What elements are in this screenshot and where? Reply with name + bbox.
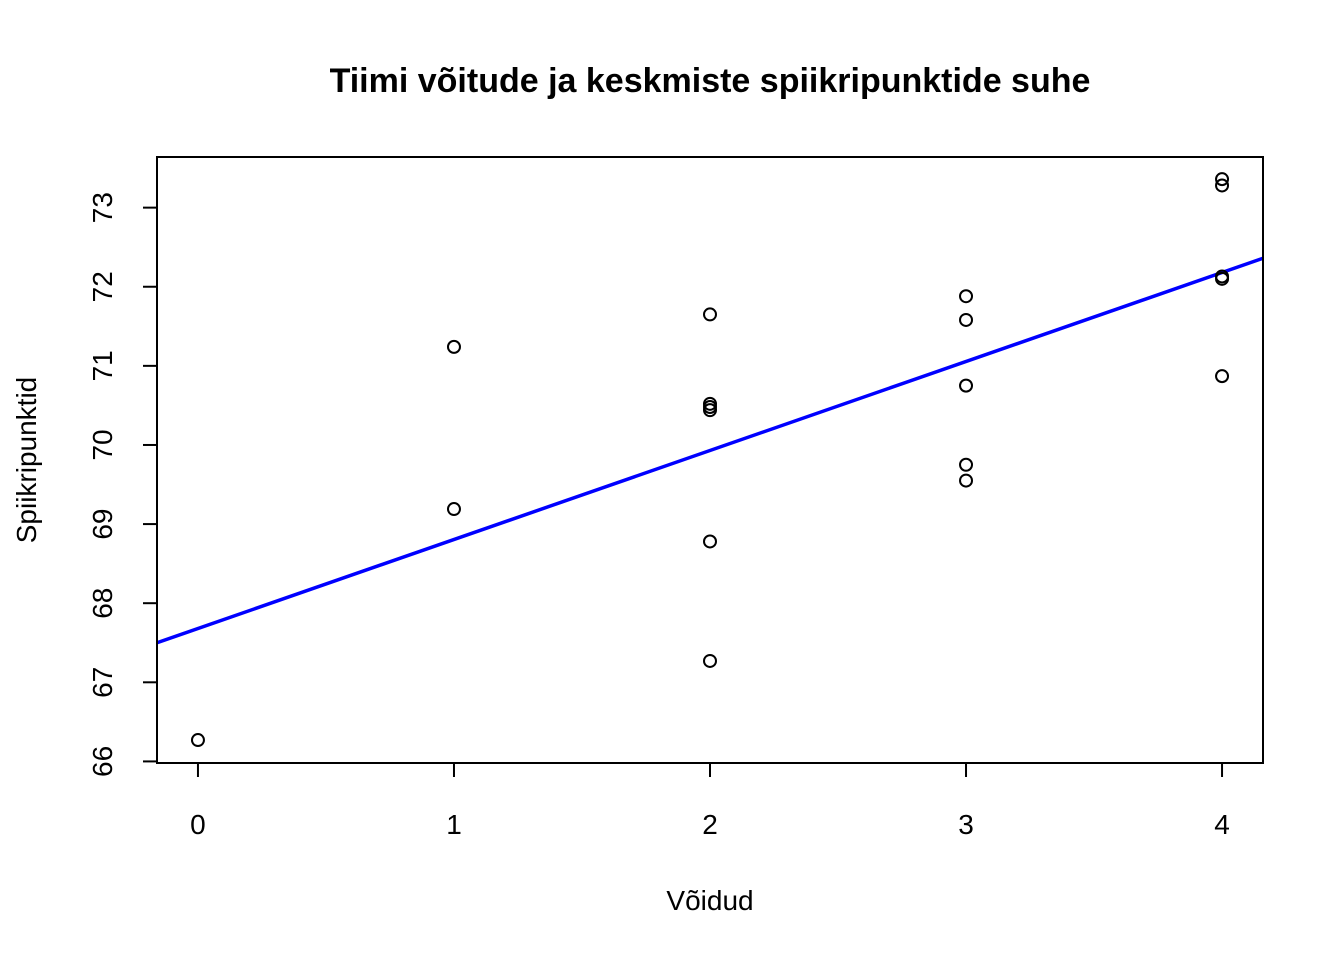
y-tick-label: 69	[87, 509, 118, 540]
data-point	[446, 502, 461, 517]
y-tick-label: 67	[87, 667, 118, 698]
data-point	[446, 339, 461, 354]
data-point	[190, 733, 205, 748]
data-point	[959, 378, 974, 393]
data-points	[190, 172, 1230, 748]
data-point	[1215, 271, 1230, 286]
data-point	[703, 653, 717, 668]
x-tick-label: 2	[702, 809, 718, 840]
regression-line-group	[156, 256, 1264, 645]
data-point	[1215, 172, 1230, 187]
data-point	[959, 289, 974, 304]
data-point	[959, 473, 974, 488]
x-tick-label: 1	[446, 809, 462, 840]
data-point	[703, 403, 717, 418]
data-point	[959, 457, 974, 472]
y-tick-label: 66	[87, 746, 118, 777]
regression-line	[156, 256, 1264, 645]
y-tick-label: 68	[87, 588, 118, 619]
x-tick-label: 0	[190, 809, 206, 840]
y-tick-label: 70	[87, 429, 118, 460]
y-tick-label: 71	[87, 350, 118, 381]
x-axis-label: Võidud	[666, 885, 753, 916]
data-point	[959, 312, 974, 327]
x-axis: 0 1 2 3 4	[190, 762, 1230, 840]
plot-frame	[156, 156, 1264, 764]
data-point	[1215, 369, 1230, 384]
y-axis: 66 67 68 69 70 71 72 73	[87, 192, 158, 777]
data-point	[703, 534, 717, 549]
x-tick-label: 3	[958, 809, 974, 840]
y-axis-label: Spiikripunktid	[11, 377, 42, 544]
data-point	[703, 307, 717, 322]
y-tick-label: 72	[87, 271, 118, 302]
chart-title: Tiimi võitude ja keskmiste spiikripunkti…	[330, 62, 1091, 100]
x-tick-label: 4	[1214, 809, 1230, 840]
data-point	[1215, 178, 1230, 193]
y-tick-label: 73	[87, 192, 118, 223]
